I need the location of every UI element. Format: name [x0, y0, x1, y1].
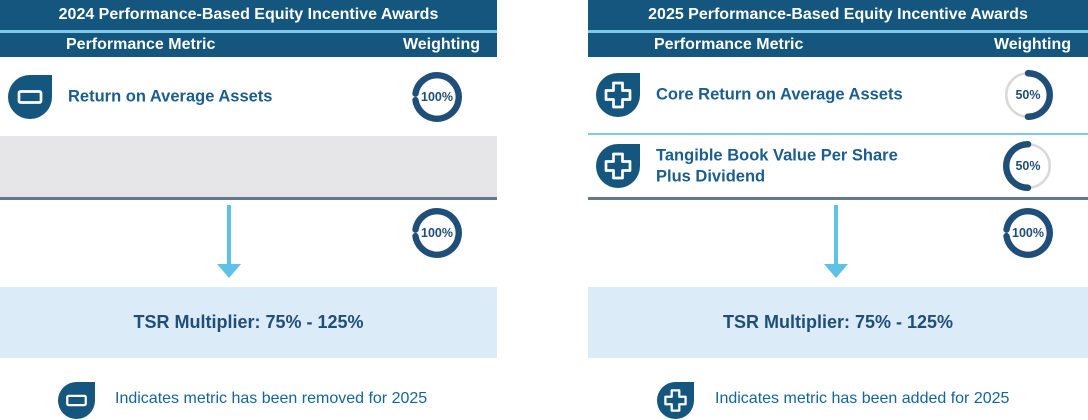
tsr-multiplier-band: TSR Multiplier: 75% - 125% [0, 287, 497, 358]
weighting-donut: 50% [1002, 69, 1054, 121]
panel-rule [588, 197, 1088, 200]
total-weighting-donut: 100% [411, 207, 463, 259]
panel-title-2025: 2025 Performance-Based Equity Incentive … [588, 0, 1088, 30]
column-header-weighting: Weighting [402, 36, 480, 53]
added-metric-icon [657, 382, 694, 419]
panel-2025: 2025 Performance-Based Equity Incentive … [588, 0, 1088, 420]
weighting-donut: 50% [1002, 140, 1054, 192]
removed-metric-icon [8, 74, 52, 119]
down-arrow-head-icon [824, 264, 848, 278]
legend-added: Indicates metric has been added for 2025 [588, 378, 1088, 420]
weighting-value: 50% [1015, 159, 1041, 173]
down-arrow-icon [834, 205, 838, 265]
panel-2024: 2024 Performance-Based Equity Incentive … [0, 0, 497, 420]
metric-row: Core Return on Average Assets 50% [588, 57, 1088, 133]
down-arrow-icon [227, 205, 231, 265]
column-header-row: Performance Metric Weighting [588, 33, 1088, 57]
legend-text: Indicates metric has been added for 2025 [715, 390, 1010, 407]
legend-removed: Indicates metric has been removed for 20… [0, 378, 497, 420]
total-weighting-value: 100% [421, 226, 453, 240]
accent-divider [588, 30, 1088, 33]
legend-text: Indicates metric has been removed for 20… [115, 390, 428, 407]
panel-rule [0, 197, 497, 200]
removed-metric-icon [58, 382, 95, 419]
tsr-multiplier-band: TSR Multiplier: 75% - 125% [588, 287, 1088, 358]
column-header-performance-metric: Performance Metric [66, 36, 216, 53]
column-header-weighting: Weighting [993, 36, 1071, 53]
metric-label: Return on Average Assets [68, 87, 273, 106]
added-metric-icon [596, 144, 640, 188]
removed-metric-placeholder-row [0, 136, 497, 197]
metric-row: Tangible Book Value Per Share Plus Divid… [588, 135, 1088, 197]
total-weighting-donut: 100% [1002, 207, 1054, 259]
total-weighting-value: 100% [1012, 226, 1044, 240]
column-header-row: Performance Metric Weighting [0, 33, 497, 57]
accent-divider [0, 30, 497, 33]
panel-title-2024: 2024 Performance-Based Equity Incentive … [0, 0, 497, 30]
weighting-value: 100% [421, 89, 453, 104]
column-header-performance-metric: Performance Metric [654, 36, 804, 53]
weighting-value: 50% [1015, 88, 1041, 102]
weighting-donut: 100% [411, 71, 463, 123]
added-metric-icon [596, 73, 640, 117]
row-separator [588, 133, 1088, 135]
down-arrow-head-icon [217, 264, 241, 278]
metric-row: Return on Average Assets 100% [0, 57, 497, 136]
metric-label: Tangible Book Value Per Share Plus Divid… [656, 146, 898, 185]
metric-label: Core Return on Average Assets [656, 85, 903, 104]
